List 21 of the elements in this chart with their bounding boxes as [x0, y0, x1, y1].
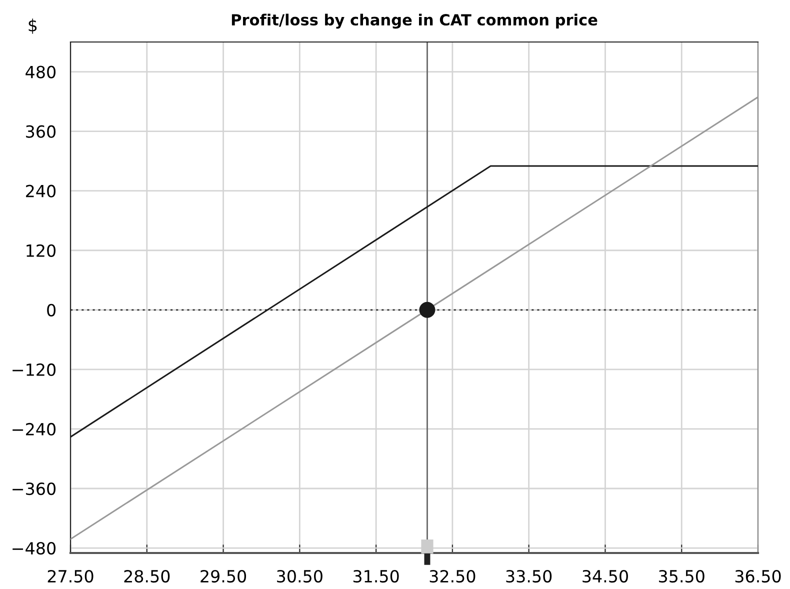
x-tick-label: 35.50 — [659, 570, 704, 583]
y-axis-title: $ — [28, 18, 37, 34]
x-tick-label: 34.50 — [582, 570, 628, 583]
y-tick-label: 240 — [26, 184, 56, 198]
x-tick-label: 27.50 — [48, 570, 94, 583]
x-tick-label: 32.50 — [430, 570, 476, 583]
y-tick-label: −360 — [12, 482, 56, 496]
x-tick-label: 29.50 — [200, 570, 246, 583]
chart-title: Profit/loss by change in CAT common price — [232, 14, 598, 29]
y-tick-label: 480 — [26, 66, 56, 78]
y-tick-label: −120 — [12, 363, 56, 376]
y-tick-label: 0 — [47, 304, 56, 316]
y-tick-label: −480 — [12, 542, 56, 555]
y-tick-label: −240 — [12, 422, 56, 436]
y-tick-label: 360 — [26, 125, 56, 138]
y-tick-label: 120 — [26, 244, 56, 257]
x-tick-label: 28.50 — [124, 570, 170, 583]
x-tick-label: 31.50 — [353, 570, 399, 583]
x-tick-label: 36.50 — [735, 570, 781, 583]
x-tick-label: 30.50 — [277, 570, 322, 583]
x-tick-label: 33.50 — [506, 570, 552, 583]
